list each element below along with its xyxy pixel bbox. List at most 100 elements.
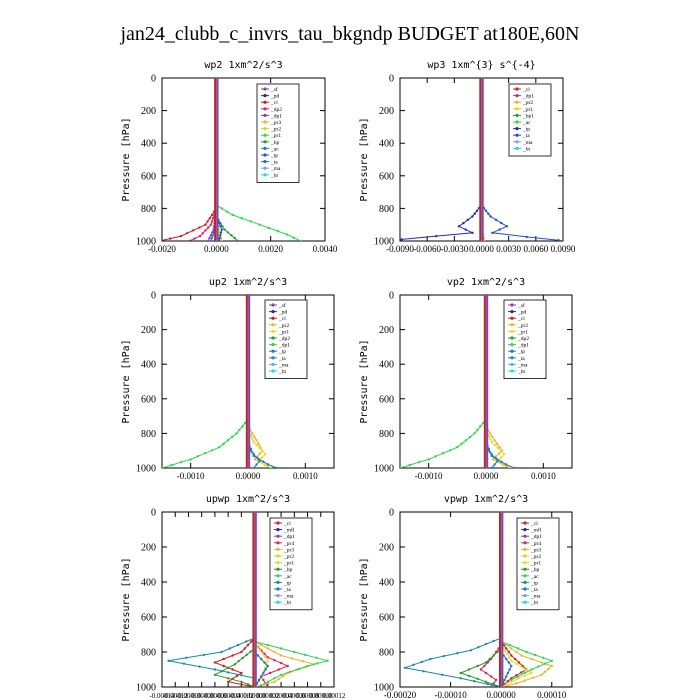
legend-label: _ta (270, 160, 278, 166)
x-tick-label: -0.0020 (148, 244, 176, 254)
legend-marker (263, 160, 267, 164)
series-group (162, 78, 302, 241)
data-point (476, 428, 479, 432)
data-point (236, 239, 240, 241)
data-point (245, 640, 248, 643)
data-point (505, 225, 509, 228)
legend-label: _ma (522, 140, 533, 146)
data-point (204, 229, 207, 232)
series-markers-tp (400, 78, 483, 241)
legend-marker (510, 336, 514, 340)
data-point (467, 668, 471, 671)
data-point (464, 439, 468, 442)
legend-marker (515, 127, 519, 131)
series-line-bp (213, 512, 256, 687)
data-point (507, 650, 510, 654)
data-point (226, 439, 230, 442)
data-point (494, 678, 498, 682)
legend-label: _ta (278, 356, 286, 362)
data-point (417, 461, 421, 464)
legend-label: _dp1 (530, 534, 542, 540)
legend-marker (510, 323, 514, 327)
data-point (192, 229, 195, 232)
legend-label: _mfl (283, 527, 295, 534)
y-axis-label: Pressure [hPa] (121, 557, 132, 641)
legend-marker (271, 362, 275, 366)
legend-marker (510, 343, 514, 347)
x-tick-label: -0.00014 (149, 692, 175, 700)
y-tick-label: 800 (379, 204, 394, 215)
data-point (493, 439, 496, 442)
legend-label: _ta (283, 587, 291, 593)
legend-label: _tp (517, 349, 525, 355)
legend-label: _ma (270, 166, 281, 172)
data-point (286, 664, 289, 668)
legend-marker (515, 113, 519, 117)
legend-label: _pr3 (283, 547, 294, 553)
legend-label: _bp (530, 567, 540, 573)
data-point (506, 653, 509, 656)
data-point (241, 656, 244, 660)
legend-marker (263, 113, 267, 117)
data-point (496, 459, 499, 463)
series-line-cl (213, 512, 256, 687)
data-point (315, 656, 318, 659)
legend-marker (276, 594, 280, 598)
legend-marker (271, 369, 275, 373)
legend-label: _pr1 (278, 329, 289, 335)
legend-marker (515, 100, 519, 104)
series-markers-dp2 (188, 78, 218, 241)
data-point (420, 660, 424, 664)
data-point (490, 453, 493, 456)
legend-marker (263, 94, 267, 98)
data-point (473, 432, 476, 435)
data-point (252, 453, 255, 456)
legend-marker (515, 133, 519, 137)
data-point (252, 466, 255, 468)
data-point (193, 237, 196, 240)
y-tick-label: 600 (379, 394, 394, 405)
data-point (530, 668, 533, 671)
data-point (493, 443, 497, 447)
x-tick-label: 0.00004 (270, 692, 293, 700)
data-point (279, 673, 283, 676)
data-point (260, 684, 263, 687)
data-point (489, 675, 493, 678)
data-point (505, 683, 508, 686)
data-point (542, 656, 545, 659)
data-point (489, 437, 492, 441)
data-point (220, 239, 223, 241)
data-point (508, 656, 511, 659)
data-point (240, 674, 243, 677)
data-point (279, 654, 283, 657)
data-point (188, 239, 191, 241)
x-tick-label: 0.00008 (296, 692, 319, 700)
legend-marker (271, 336, 275, 340)
x-tick-label: 0.0000 (469, 244, 494, 254)
legend-marker (523, 587, 527, 591)
legend-label: _pr1 (530, 561, 541, 567)
legend-label: _tp (283, 580, 291, 586)
legend-marker (510, 303, 514, 307)
data-point (255, 439, 258, 442)
x-tick-label: -0.00010 (176, 692, 202, 700)
legend-marker (276, 574, 280, 578)
data-point (249, 449, 253, 452)
legend-label: _ac (283, 574, 292, 580)
data-point (292, 236, 295, 239)
data-point (456, 652, 459, 655)
data-point (264, 668, 267, 671)
data-point (491, 458, 495, 461)
data-point (532, 676, 535, 679)
y-axis-label: Pressure [hPa] (121, 339, 132, 423)
data-point (316, 662, 319, 665)
legend-marker (510, 356, 514, 360)
data-point (282, 674, 285, 678)
data-point (273, 677, 276, 680)
data-point (496, 650, 499, 654)
legend-label: _ac (522, 120, 531, 126)
data-point (196, 455, 199, 458)
data-point (255, 463, 258, 466)
y-tick-label: 1000 (374, 464, 394, 475)
data-point (523, 674, 526, 678)
